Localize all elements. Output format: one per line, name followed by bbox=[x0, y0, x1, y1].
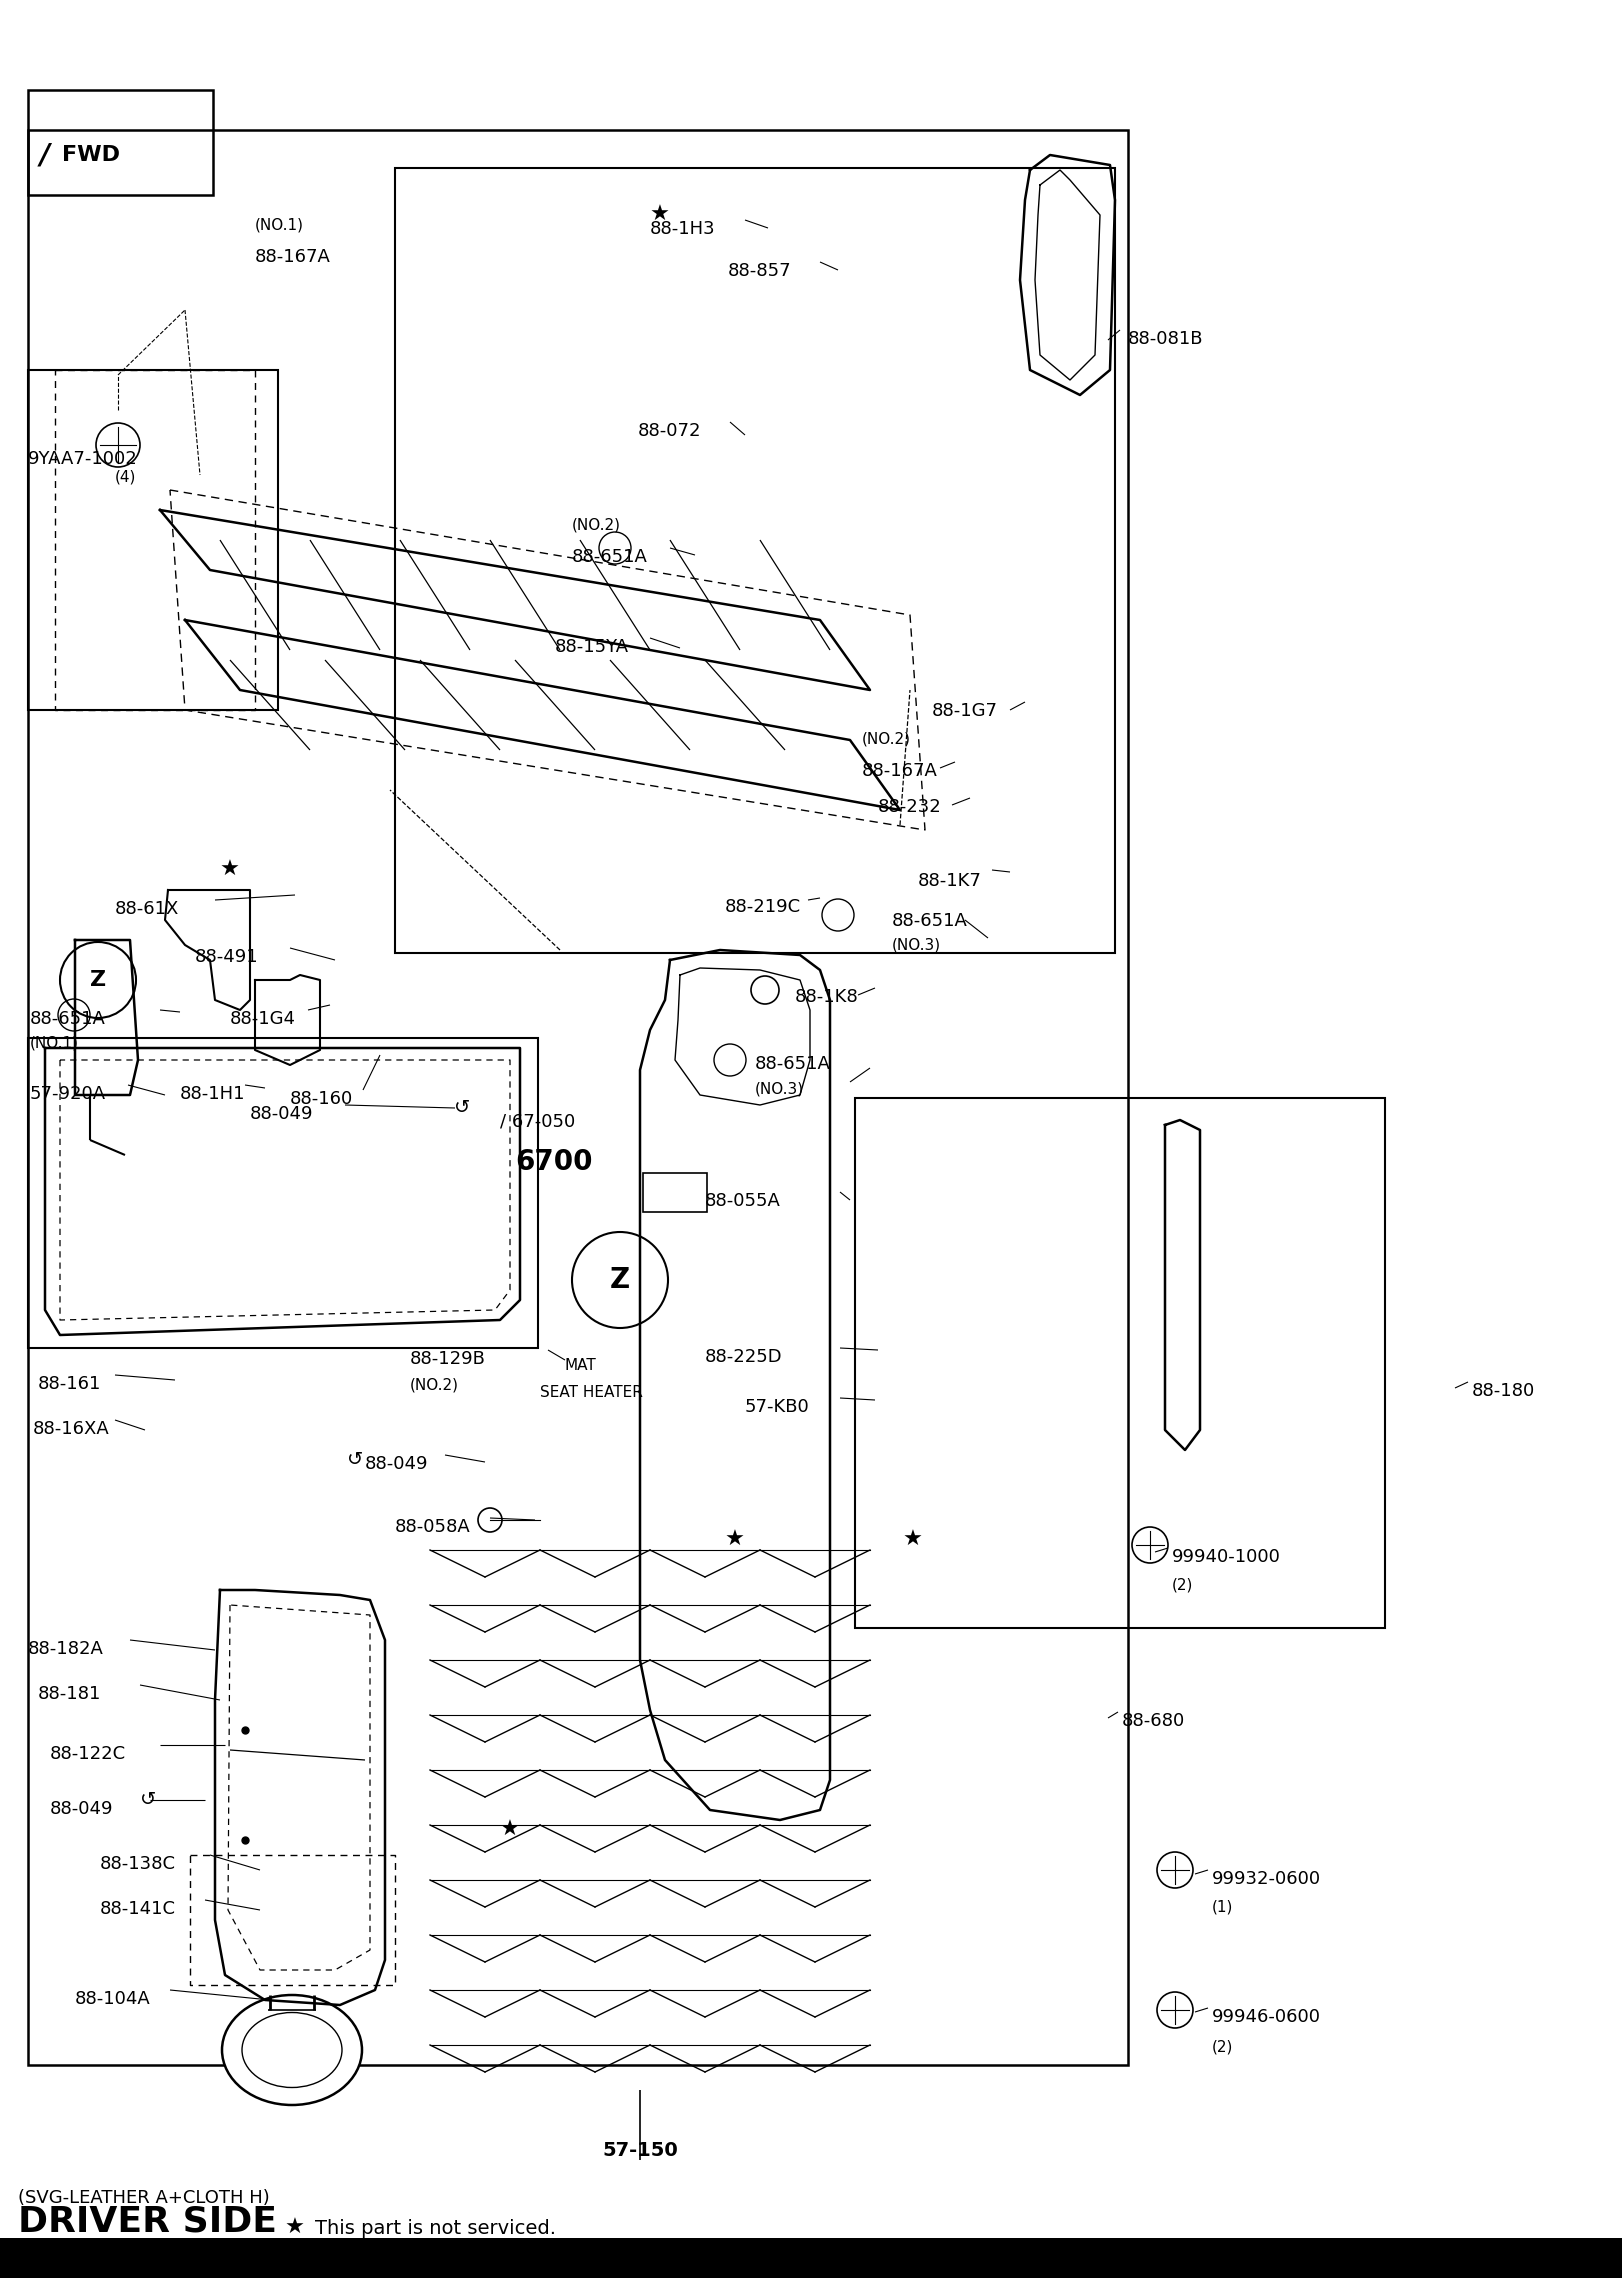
FancyBboxPatch shape bbox=[642, 1173, 707, 1212]
Text: 88-081B: 88-081B bbox=[1127, 330, 1204, 349]
Text: 88-138C: 88-138C bbox=[101, 1854, 177, 1873]
Text: 88-180: 88-180 bbox=[1473, 1383, 1536, 1401]
Text: 88-15YA: 88-15YA bbox=[555, 638, 629, 656]
Bar bbox=[396, 169, 1114, 952]
Text: / 67-050: / 67-050 bbox=[500, 1112, 576, 1130]
Text: 88-651A: 88-651A bbox=[754, 1055, 830, 1073]
Text: DRIVER SIDE: DRIVER SIDE bbox=[18, 2205, 277, 2237]
Text: (2): (2) bbox=[1173, 1579, 1194, 1592]
Text: 88-651A: 88-651A bbox=[29, 1009, 105, 1027]
Text: 6700: 6700 bbox=[516, 1148, 592, 1175]
Text: 88-181: 88-181 bbox=[37, 1686, 101, 1704]
Text: 57-920A: 57-920A bbox=[29, 1084, 105, 1103]
Text: 99932-0600: 99932-0600 bbox=[1212, 1870, 1322, 1888]
Text: 88-491: 88-491 bbox=[195, 948, 258, 966]
Text: (SVG-LEATHER A+CLOTH H): (SVG-LEATHER A+CLOTH H) bbox=[18, 2189, 269, 2207]
Text: 88-1K7: 88-1K7 bbox=[918, 872, 981, 891]
Text: /: / bbox=[41, 141, 50, 169]
Bar bbox=[855, 1098, 1385, 1629]
Text: ↺: ↺ bbox=[347, 1451, 363, 1469]
Text: 88-104A: 88-104A bbox=[75, 1991, 151, 2007]
Text: (NO.1): (NO.1) bbox=[29, 1034, 79, 1050]
Text: 99946-0600: 99946-0600 bbox=[1212, 2007, 1320, 2025]
Bar bbox=[28, 369, 277, 711]
Text: ★: ★ bbox=[221, 861, 240, 879]
Text: 88-1H1: 88-1H1 bbox=[180, 1084, 245, 1103]
Text: 88-1H3: 88-1H3 bbox=[650, 221, 715, 237]
Text: 88-072: 88-072 bbox=[637, 421, 701, 440]
Text: 88-049: 88-049 bbox=[365, 1456, 428, 1474]
Text: ↺: ↺ bbox=[139, 1791, 156, 1809]
Text: 88-167A: 88-167A bbox=[861, 763, 938, 779]
Text: (NO.1): (NO.1) bbox=[255, 219, 303, 232]
Text: 99940-1000: 99940-1000 bbox=[1173, 1549, 1281, 1565]
Ellipse shape bbox=[242, 2011, 342, 2087]
Text: 88-167A: 88-167A bbox=[255, 248, 331, 267]
Text: ★: ★ bbox=[650, 205, 670, 226]
Ellipse shape bbox=[222, 1996, 362, 2105]
Text: 88-1K8: 88-1K8 bbox=[795, 989, 858, 1007]
Text: This part is not serviced.: This part is not serviced. bbox=[315, 2219, 556, 2237]
Bar bbox=[0, 2237, 1622, 2278]
Text: (NO.2): (NO.2) bbox=[573, 517, 621, 533]
Text: (NO.3): (NO.3) bbox=[754, 1082, 805, 1098]
Text: 88-225D: 88-225D bbox=[706, 1349, 783, 1367]
Text: 88-16XA: 88-16XA bbox=[32, 1419, 110, 1437]
Text: (4): (4) bbox=[115, 469, 136, 485]
Text: (NO.3): (NO.3) bbox=[892, 939, 941, 952]
Text: (NO.2): (NO.2) bbox=[861, 731, 912, 747]
Text: 88-049: 88-049 bbox=[50, 1800, 114, 1818]
Text: 88-680: 88-680 bbox=[1122, 1713, 1186, 1729]
Bar bbox=[28, 1039, 539, 1349]
Text: 88-161: 88-161 bbox=[37, 1376, 101, 1394]
Text: 88-219C: 88-219C bbox=[725, 898, 801, 916]
Text: 88-61X: 88-61X bbox=[115, 900, 180, 918]
Text: 88-182A: 88-182A bbox=[28, 1640, 104, 1658]
Text: FWD: FWD bbox=[62, 146, 120, 164]
Text: ★: ★ bbox=[500, 1820, 521, 1841]
Text: 88-122C: 88-122C bbox=[50, 1745, 127, 1763]
Text: 88-049: 88-049 bbox=[250, 1105, 313, 1123]
Bar bbox=[28, 91, 212, 196]
Text: 88-651A: 88-651A bbox=[573, 549, 647, 565]
Text: ↺: ↺ bbox=[454, 1098, 470, 1118]
Text: Z: Z bbox=[610, 1267, 629, 1294]
Text: MAT: MAT bbox=[564, 1358, 597, 1374]
Text: 88-857: 88-857 bbox=[728, 262, 792, 280]
Text: 88-232: 88-232 bbox=[878, 797, 942, 816]
Text: 88-129B: 88-129B bbox=[410, 1351, 487, 1369]
Text: ★: ★ bbox=[903, 1531, 923, 1549]
Text: (NO.2): (NO.2) bbox=[410, 1378, 459, 1394]
Text: 88-651A: 88-651A bbox=[892, 911, 968, 929]
Text: 57-150: 57-150 bbox=[602, 2141, 678, 2160]
Text: SEAT HEATER: SEAT HEATER bbox=[540, 1385, 642, 1401]
Text: (1): (1) bbox=[1212, 1900, 1233, 1916]
Text: 57-KB0: 57-KB0 bbox=[744, 1399, 809, 1417]
Text: (2): (2) bbox=[1212, 2041, 1233, 2055]
Text: Z: Z bbox=[89, 970, 105, 991]
Text: 88-055A: 88-055A bbox=[706, 1191, 780, 1210]
Text: ★: ★ bbox=[285, 2219, 305, 2237]
Bar bbox=[28, 130, 1127, 2064]
Text: 88-160: 88-160 bbox=[290, 1089, 354, 1107]
Text: 88-141C: 88-141C bbox=[101, 1900, 177, 1918]
Text: ★: ★ bbox=[725, 1531, 744, 1549]
Text: 88-1G4: 88-1G4 bbox=[230, 1009, 295, 1027]
Text: 88-058A: 88-058A bbox=[396, 1517, 470, 1535]
Text: 9YAA7-1002: 9YAA7-1002 bbox=[28, 451, 138, 467]
Text: 88-1G7: 88-1G7 bbox=[933, 702, 998, 720]
